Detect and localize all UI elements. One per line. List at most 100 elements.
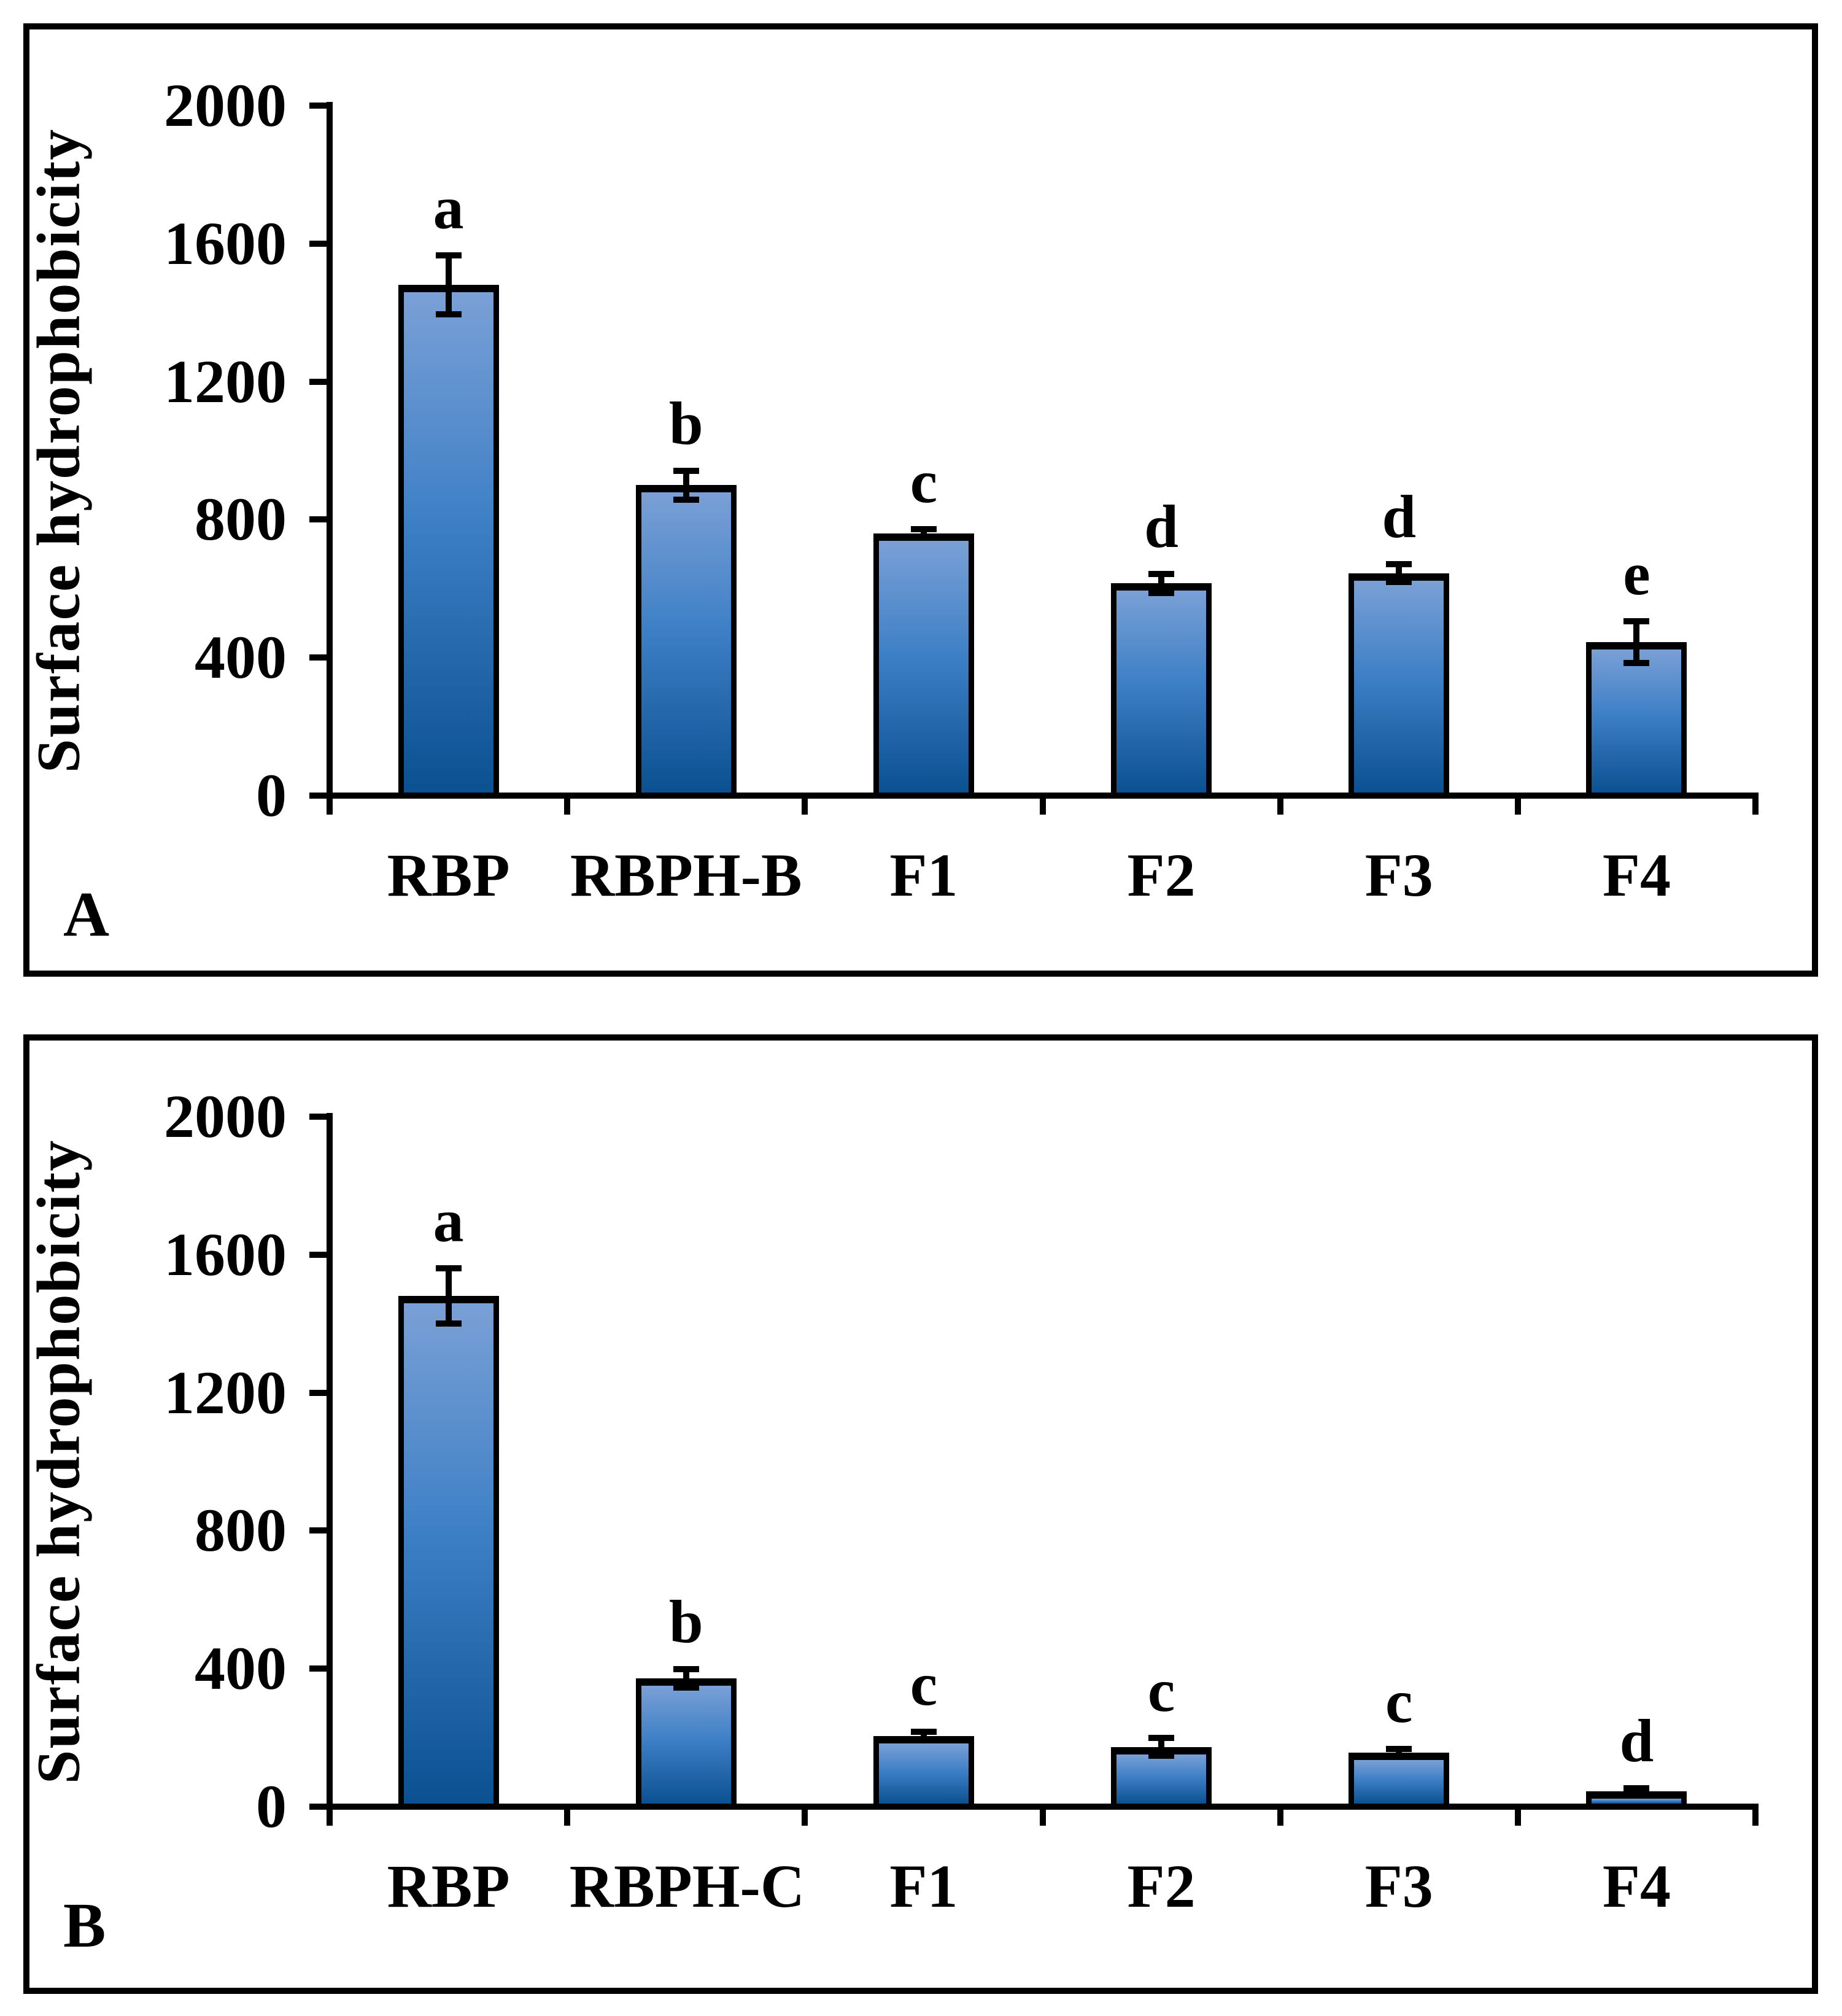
y-tick-label: 400 [195,1634,287,1703]
x-category-label: F2 [1127,1852,1196,1920]
x-tick [1039,799,1046,815]
bar-F2 [1111,583,1212,798]
sig-letter: a [433,1187,464,1255]
error-bar-cap-top [435,1265,462,1272]
y-tick [309,1804,327,1810]
x-tick [1277,1810,1283,1826]
error-bar [1158,1738,1165,1756]
bar-RBPH-B [635,485,737,798]
sig-letter: a [433,174,464,242]
error-bar-cap-bottom [1623,1791,1650,1797]
error-bar-cap-bottom [910,534,937,541]
x-tick [564,799,571,815]
bar-RBP [398,1296,499,1809]
y-tick [309,793,327,799]
error-bar-cap-top [673,467,699,474]
y-tick [309,103,327,109]
error-bar-cap-bottom [435,311,462,317]
x-axis-line [327,793,1759,799]
y-axis-line [327,1113,333,1810]
sig-letter: b [668,1587,703,1656]
sig-letter: e [1623,540,1650,608]
x-tick [802,799,808,815]
error-bar [1158,573,1165,594]
error-bar-cap-bottom [1148,1753,1175,1759]
error-bar-cap-top [435,252,462,259]
error-bar [683,470,689,500]
error-bar-cap-top [1148,1735,1175,1742]
bar-F1 [873,533,974,798]
panel-b: Surface hydrophobicity B a RBP b RBPH-C c F1 c… [23,1034,1818,1994]
error-bar-cap-bottom [1623,659,1650,666]
error-bar-cap-bottom [1386,1754,1412,1761]
sig-letter: d [1144,492,1178,560]
x-category-label: F2 [1127,841,1196,909]
x-tick [1514,799,1521,815]
x-category-label: RBP [387,841,510,909]
error-bar [920,529,927,538]
chart-panel-a: Surface hydrophobicity A a RBP b RBPH-B c F1 d… [25,29,1812,971]
sig-letter: b [668,389,703,457]
error-bar-cap-top [673,1665,699,1672]
chart-panel-b: Surface hydrophobicity B a RBP b RBPH-C c F1 c… [25,1041,1812,1988]
error-bar-cap-top [1148,570,1175,577]
bar-F3 [1349,1753,1450,1809]
error-bar [920,1732,927,1740]
error-bar-cap-top [1623,1785,1650,1792]
y-tick-label: 1200 [164,347,287,416]
x-axis-line [327,1804,1759,1810]
sig-letter: c [910,1650,938,1719]
error-bar-cap-top [1386,1745,1412,1752]
x-tick [1039,1810,1046,1826]
x-category-label: F4 [1602,841,1671,909]
x-category-label: F4 [1602,1852,1671,1920]
error-bar-cap-bottom [910,1737,937,1743]
y-tick [309,1527,327,1534]
error-bar [1396,1748,1403,1758]
error-bar [445,1268,452,1324]
x-category-label: F3 [1364,1852,1433,1920]
error-bar-cap-bottom [435,1320,462,1327]
y-tick-label: 2000 [164,71,287,139]
error-bar-cap-bottom [1148,590,1175,597]
y-tick [309,240,327,247]
x-tick [802,1810,808,1826]
x-category-label: RBPH-C [569,1852,805,1920]
x-category-label: F1 [889,1852,958,1920]
y-tick-label: 400 [195,623,287,692]
error-bar-cap-top [1623,618,1650,625]
sig-letter: d [1382,483,1417,551]
bar-RBP [398,285,499,798]
y-tick [309,1251,327,1258]
x-tick [1277,799,1283,815]
sig-letter: c [1147,1656,1175,1725]
bar-F3 [1349,573,1450,798]
y-tick-label: 2000 [164,1082,287,1150]
x-category-label: RBPH-B [570,841,802,909]
x-category-label: RBP [387,1852,510,1920]
y-tick-label: 800 [195,1496,287,1565]
error-bar-cap-top [910,526,937,533]
y-tick [309,1389,327,1396]
x-tick [327,799,333,815]
x-category-label: F1 [889,841,958,909]
y-tick [309,516,327,523]
x-tick [564,1810,571,1826]
error-bar-cap-bottom [1386,578,1412,585]
y-tick-label: 0 [256,761,287,829]
bar-RBPH-C [635,1678,737,1809]
sig-letter: d [1619,1707,1654,1775]
sig-letter: c [910,448,938,516]
x-category-label: F3 [1364,841,1433,909]
error-bar [445,255,452,314]
y-axis-line [327,102,333,799]
panel-a: Surface hydrophobicity A a RBP b RBPH-B c F1 d… [23,23,1818,977]
error-bar [1396,564,1403,582]
x-tick [1514,1810,1521,1826]
y-tick [309,1665,327,1672]
x-tick [1752,799,1759,815]
error-bar [1633,621,1640,663]
y-tick [309,1114,327,1120]
y-tick [309,654,327,661]
